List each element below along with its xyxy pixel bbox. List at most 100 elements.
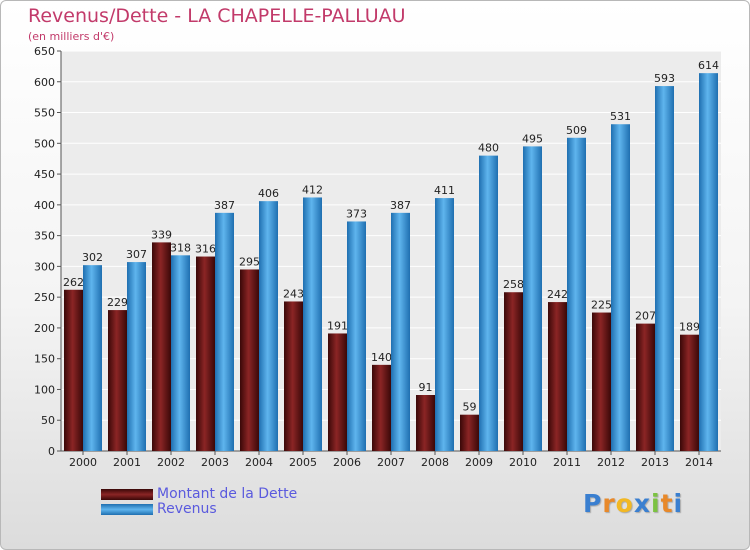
bar-dette	[680, 334, 699, 451]
data-label: 262	[63, 276, 84, 289]
data-label: 295	[239, 255, 260, 268]
logo-letter: i	[651, 489, 661, 518]
y-tick-label: 600	[34, 76, 55, 89]
data-label: 59	[463, 401, 477, 414]
data-label: 412	[302, 183, 323, 196]
legend-label-dette: Montant de la Dette	[157, 486, 298, 502]
data-label: 531	[610, 110, 631, 123]
x-tick-label: 2014	[685, 456, 713, 469]
y-tick-label: 650	[34, 45, 55, 58]
y-tick-label: 550	[34, 107, 55, 120]
data-label: 614	[698, 59, 719, 72]
proxiti-logo: Proxiti	[583, 489, 683, 518]
x-tick-label: 2013	[641, 456, 669, 469]
y-tick-label: 200	[34, 322, 55, 335]
y-tick-label: 100	[34, 383, 55, 396]
y-tick-label: 0	[48, 445, 55, 458]
data-label: 207	[635, 310, 656, 323]
y-tick-label: 350	[34, 230, 55, 243]
bar-revenus	[127, 262, 146, 451]
data-label: 140	[371, 351, 392, 364]
x-tick-label: 2005	[289, 456, 317, 469]
bar-dette	[504, 292, 523, 451]
y-tick-label: 150	[34, 353, 55, 366]
bar-revenus	[303, 197, 322, 451]
data-label: 411	[434, 184, 455, 197]
logo-letter: P	[583, 489, 603, 518]
bar-revenus	[83, 265, 102, 451]
chart-subtitle: (en milliers d'€)	[28, 30, 115, 43]
data-label: 243	[283, 287, 304, 300]
x-tick-label: 2001	[113, 456, 141, 469]
logo-letter: x	[633, 489, 651, 518]
logo-letter: r	[602, 489, 616, 518]
data-label: 339	[151, 228, 172, 241]
bar-dette	[372, 364, 391, 451]
legend-item-dette: Montant de la Dette	[101, 487, 361, 502]
data-label: 318	[170, 241, 191, 254]
bar-dette	[328, 333, 347, 451]
x-tick-label: 2004	[245, 456, 273, 469]
bar-dette	[416, 395, 435, 451]
bar-dette	[548, 302, 567, 451]
bar-revenus	[259, 201, 278, 451]
data-label: 387	[214, 199, 235, 212]
bar-dette	[240, 269, 259, 451]
y-tick-label: 400	[34, 199, 55, 212]
legend-swatch-revenus	[101, 504, 153, 515]
data-label: 593	[654, 72, 675, 85]
y-tick-label: 300	[34, 260, 55, 273]
bar-revenus	[171, 255, 190, 451]
bar-revenus	[479, 155, 498, 451]
x-tick-label: 2000	[69, 456, 97, 469]
data-label: 229	[107, 296, 128, 309]
bar-revenus	[699, 73, 718, 452]
y-tick-label: 500	[34, 137, 55, 150]
bar-revenus	[347, 221, 366, 451]
logo-letter: i	[673, 489, 684, 518]
data-label: 509	[566, 124, 587, 137]
x-tick-label: 2012	[597, 456, 625, 469]
data-label: 258	[503, 278, 524, 291]
x-tick-label: 2008	[421, 456, 449, 469]
legend: Montant de la Dette Revenus	[101, 487, 361, 517]
data-label: 406	[258, 187, 279, 200]
data-label: 495	[522, 132, 543, 145]
x-tick-label: 2002	[157, 456, 185, 469]
bar-dette	[592, 312, 611, 451]
data-label: 189	[679, 321, 700, 334]
data-label: 191	[327, 319, 348, 332]
bar-dette	[64, 289, 83, 451]
data-label: 91	[419, 381, 433, 394]
x-tick-label: 2007	[377, 456, 405, 469]
logo-letter: t	[660, 489, 674, 518]
bar-revenus	[611, 124, 630, 451]
data-label: 316	[195, 243, 216, 256]
legend-label-revenus: Revenus	[157, 501, 217, 517]
x-tick-label: 2011	[553, 456, 581, 469]
y-tick-label: 50	[41, 414, 55, 427]
bar-revenus	[655, 86, 674, 452]
data-label: 225	[591, 299, 612, 312]
x-tick-label: 2003	[201, 456, 229, 469]
bar-revenus	[215, 212, 234, 451]
bar-revenus	[523, 146, 542, 451]
bar-revenus	[567, 137, 586, 451]
bar-dette	[196, 256, 215, 451]
data-label: 242	[547, 288, 568, 301]
x-tick-label: 2006	[333, 456, 361, 469]
bar-dette	[284, 301, 303, 451]
bar-revenus	[391, 212, 410, 451]
logo-letter: o	[615, 489, 634, 518]
x-tick-label: 2009	[465, 456, 493, 469]
data-label: 307	[126, 248, 147, 261]
chart-title: Revenus/Dette - LA CHAPELLE-PALLUAU	[28, 5, 406, 27]
bar-dette	[108, 310, 127, 451]
x-tick-label: 2010	[509, 456, 537, 469]
data-label: 480	[478, 142, 499, 155]
data-label: 373	[346, 207, 367, 220]
y-tick-label: 450	[34, 168, 55, 181]
data-label: 302	[82, 251, 103, 264]
